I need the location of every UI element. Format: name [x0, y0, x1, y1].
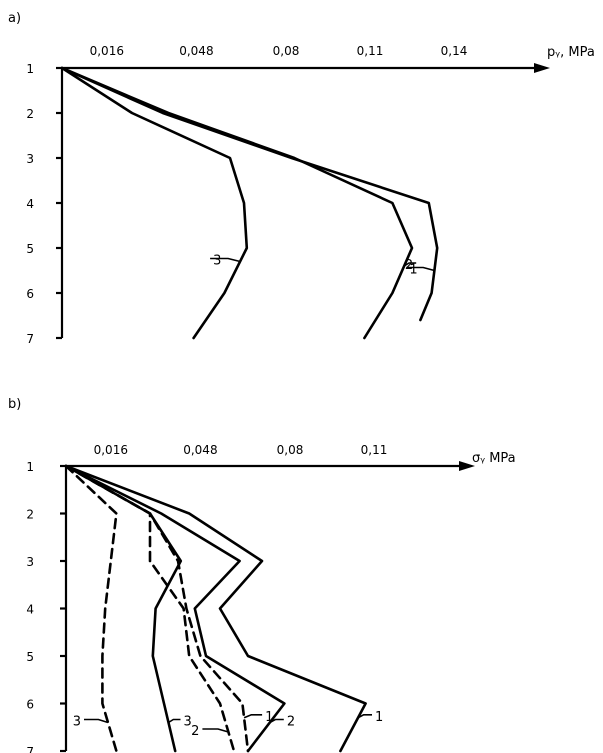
- series-label-leader: [243, 714, 263, 719]
- series-line-solid-2: [60, 66, 414, 340]
- x-tick-label: 0,016: [94, 443, 128, 457]
- series-label-leader: [84, 718, 109, 724]
- x-axis-arrow: [534, 63, 550, 73]
- x-tick-label: 0,14: [441, 44, 468, 58]
- series-line-dashed-3: [64, 464, 118, 753]
- y-tick-label: 5: [26, 242, 34, 256]
- series-label: 2: [191, 724, 199, 739]
- x-tick-label: 0,11: [361, 443, 388, 457]
- y-tick-label: 6: [26, 698, 34, 712]
- series-label: 1: [409, 263, 417, 278]
- series-label: 1: [265, 710, 273, 725]
- series-line-solid-2: [64, 464, 286, 753]
- y-tick-label: 2: [26, 107, 34, 121]
- y-tick-label: 4: [26, 197, 34, 211]
- series-line-solid-3: [60, 66, 249, 340]
- x-axis-label: pᵧ, MPa: [547, 45, 595, 60]
- series-label: 3: [73, 715, 81, 730]
- y-tick-label: 5: [26, 650, 34, 664]
- x-tick-label: 0,11: [357, 44, 384, 58]
- x-tick-label: 0,048: [183, 443, 217, 457]
- y-tick-label: 7: [26, 745, 34, 753]
- series-line-dashed-2: [64, 464, 236, 753]
- series-line-solid-3: [64, 464, 183, 753]
- series-label-leader: [357, 714, 372, 719]
- y-tick-label: 3: [26, 152, 34, 166]
- y-tick-label: 4: [26, 603, 34, 617]
- y-tick-label: 3: [26, 555, 34, 569]
- x-tick-label: 0,08: [273, 44, 300, 58]
- x-tick-label: 0,016: [90, 44, 124, 58]
- series-label-leader: [202, 728, 229, 733]
- series-line-solid-1: [64, 464, 367, 753]
- y-tick-label: 2: [26, 508, 34, 522]
- series-line-solid-1: [60, 66, 439, 322]
- series-label-leader: [269, 718, 284, 724]
- series-label: 3: [213, 254, 221, 269]
- x-axis-arrow: [459, 461, 475, 471]
- series-label-leader: [403, 262, 417, 267]
- series-label: 1: [375, 710, 383, 725]
- y-tick-label: 1: [26, 62, 34, 76]
- series-label-leader: [168, 718, 181, 724]
- panel-label-b: b): [8, 397, 21, 412]
- panel-label-a: a): [8, 11, 21, 26]
- series-label: 2: [287, 715, 295, 730]
- series-label: 2: [405, 258, 413, 273]
- series-label-leader: [210, 257, 241, 263]
- x-axis-label: σᵧ MPa: [472, 451, 516, 466]
- y-tick-label: 6: [26, 287, 34, 301]
- y-tick-label: 1: [26, 460, 34, 474]
- x-tick-label: 0,048: [179, 44, 213, 58]
- series-label: 3: [183, 715, 191, 730]
- series-label-leader: [406, 266, 435, 272]
- x-tick-label: 0,08: [277, 443, 304, 457]
- y-tick-label: 7: [26, 332, 34, 346]
